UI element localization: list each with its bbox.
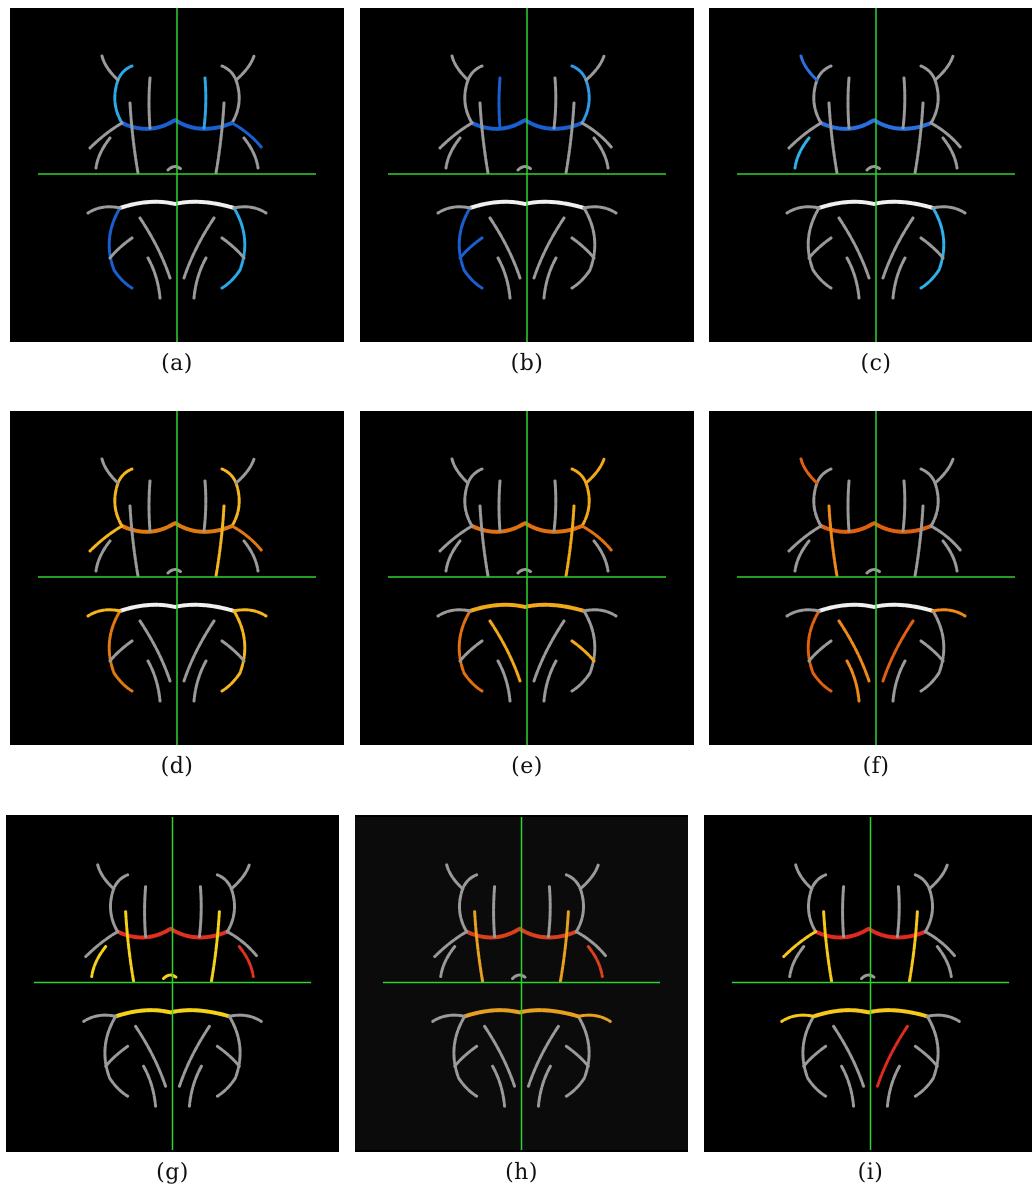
panel-caption: (i) [857, 1160, 884, 1185]
panel-caption: (a) [161, 351, 193, 376]
brain-slice-image [704, 815, 1032, 1152]
panel-caption: (b) [510, 351, 544, 376]
brain-slice-image [360, 411, 694, 745]
brain-slice-image [709, 411, 1032, 745]
panel-caption: (g) [156, 1160, 189, 1185]
panel-caption: (e) [511, 754, 543, 779]
brain-slice-image [709, 8, 1032, 342]
brain-slice-image [10, 8, 344, 342]
panel-caption: (f) [862, 754, 890, 779]
panel-caption: (c) [860, 351, 892, 376]
brain-slice-image [360, 8, 694, 342]
brain-slice-image [10, 411, 344, 745]
brain-slice-image [6, 815, 339, 1152]
brain-slice-image [355, 815, 688, 1152]
panel-caption: (h) [505, 1160, 538, 1185]
panel-caption: (d) [160, 754, 194, 779]
